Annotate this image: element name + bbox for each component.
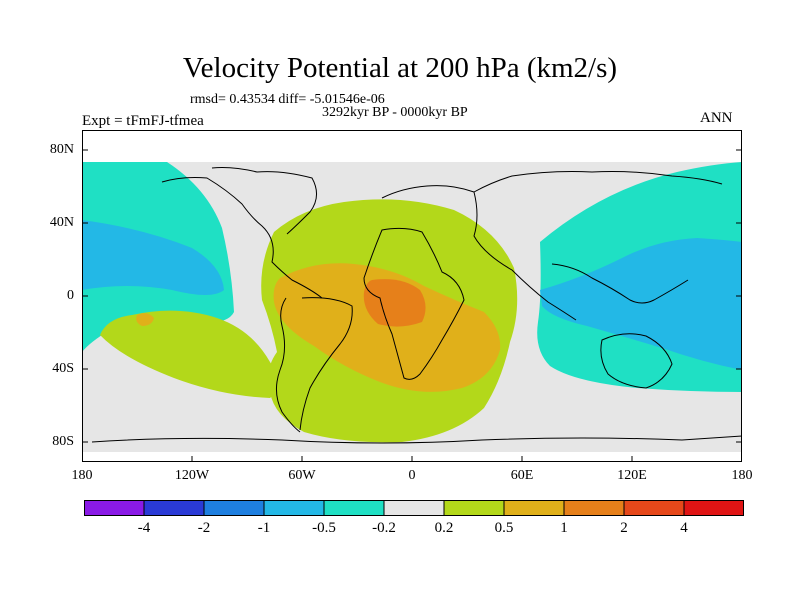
eastern-pacific-negative-core [82, 220, 224, 295]
colorbar-label-10: 4 [680, 520, 688, 536]
colorbar-label-7: 0.5 [494, 520, 514, 536]
lon-label-0: 0 [408, 468, 416, 483]
colorbar [84, 500, 744, 516]
atlantic-africa-positive-mid [273, 263, 501, 392]
lat-ticks [82, 149, 742, 443]
colorbar-swatch-11 [684, 500, 744, 516]
south-pacific-positive-tongue [100, 310, 279, 398]
lat-label-40s: 40S [52, 361, 74, 376]
plot-title: Velocity Potential at 200 hPa (km2/s) [182, 52, 618, 84]
south-pacific-positive-spot [136, 313, 154, 326]
colorbar-label-6: 0.2 [434, 520, 454, 536]
colorbar-swatch-9 [564, 500, 624, 516]
experiment-label: Expt = tFmFJ-tfmea [82, 113, 204, 129]
atlantic-africa-positive-core [363, 279, 426, 327]
lon-label-120w: 120W [174, 468, 210, 483]
lon-label-60e: 60E [510, 468, 534, 483]
season-label: ANN [700, 110, 733, 126]
colorbar-swatch-7 [444, 500, 504, 516]
lon-label-60w: 60W [288, 468, 316, 483]
colorbar-swatch-1 [84, 500, 144, 516]
colorbar-swatch-2 [144, 500, 204, 516]
western-pacific-negative-core [540, 238, 742, 370]
colorbar-swatch-8 [504, 500, 564, 516]
lon-ticks [191, 456, 633, 462]
lon-label-180e: 180 [731, 468, 753, 483]
colorbar-label-9: 2 [620, 520, 628, 536]
colorbar-label-4: -0.5 [312, 520, 336, 536]
colorbar-swatch-10 [624, 500, 684, 516]
lat-label-40n: 40N [49, 215, 74, 230]
coastlines [91, 167, 742, 444]
stats-label: rmsd= 0.43534 diff= -5.01546e-06 [190, 92, 385, 107]
colorbar-label-8: 1 [560, 520, 568, 536]
lat-label-0: 0 [67, 288, 74, 303]
colorbar-label-1: -4 [137, 520, 151, 536]
velocity-potential-map [82, 130, 742, 462]
colorbar-swatch-4 [264, 500, 324, 516]
colorbar-label-5: -0.2 [372, 520, 396, 536]
colorbar-label-2: -2 [197, 520, 211, 536]
lat-label-80s: 80S [52, 434, 74, 449]
colorbar-swatch-5 [324, 500, 384, 516]
lat-label-80n: 80N [49, 142, 74, 157]
lon-label-120e: 120E [617, 468, 647, 483]
colorbar-swatch-3 [204, 500, 264, 516]
period-label: 3292kyr BP - 0000kyr BP [322, 105, 468, 120]
colorbar-label-3: -1 [257, 520, 271, 536]
lon-label-180w: 180 [71, 468, 93, 483]
colorbar-swatch-6 [384, 500, 444, 516]
